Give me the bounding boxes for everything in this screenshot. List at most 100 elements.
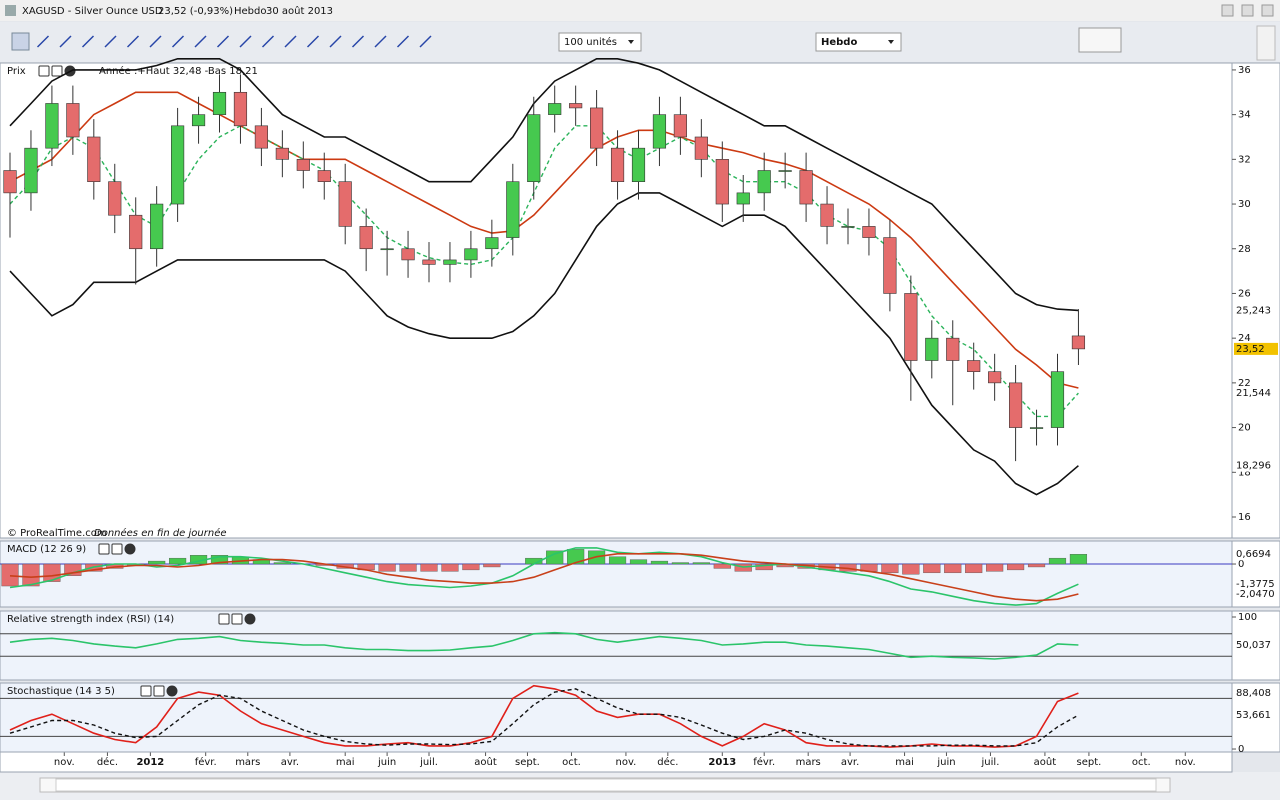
x-tick-label: juil. (419, 757, 438, 768)
indicator-button[interactable] (1078, 27, 1122, 53)
last-value-label: -2,0470 (1236, 589, 1275, 600)
histogram-bar (902, 563, 920, 575)
panel-icon (98, 543, 110, 555)
tool-glyph (284, 35, 297, 48)
indicator-line (9, 553, 1079, 602)
panel-icon (51, 65, 63, 77)
candle-body (694, 136, 708, 160)
histogram-bar (755, 563, 773, 571)
histogram-bar (1069, 554, 1088, 565)
x-tick-label: sept. (1077, 757, 1102, 768)
scroll-thumb[interactable] (55, 778, 1157, 792)
y-tick-label: 24 (1238, 333, 1251, 344)
histogram-bar (273, 562, 291, 565)
histogram-bar (210, 555, 229, 565)
maximize[interactable] (1241, 4, 1254, 17)
last-value-label: -1,3775 (1236, 579, 1275, 590)
symbol: XAGUSD - Silver Ounce USD (22, 6, 163, 17)
price-axis (1231, 62, 1280, 539)
histogram-bar (923, 563, 941, 574)
candle-body (24, 147, 38, 194)
panel-icon (244, 613, 256, 625)
candle-body (506, 181, 520, 238)
x-tick-label: déc. (97, 756, 118, 768)
last-value-label: 21,544 (1236, 388, 1271, 399)
candle-body (590, 107, 604, 149)
last-value-label: 50,037 (1236, 640, 1271, 651)
tool-glyph (149, 35, 162, 48)
period: Hebdo (234, 6, 267, 17)
candle-body (338, 181, 352, 227)
panel (0, 610, 1233, 681)
panel-icon (166, 685, 178, 697)
quote: 23,52 (-0,93%) (158, 6, 233, 17)
candle-body (862, 226, 876, 238)
candle-body (631, 147, 646, 182)
panel-title: Prix (7, 66, 26, 77)
period-select[interactable] (815, 32, 902, 52)
x-tick-label: juin (377, 757, 396, 768)
x-tick-label: juil. (981, 757, 1000, 768)
panel (0, 540, 1233, 608)
histogram-bar (692, 562, 710, 565)
last-value-label: 18,296 (1236, 461, 1271, 472)
histogram-bar (671, 562, 689, 565)
histogram-bar (608, 556, 627, 565)
units-label: 100 unités (564, 36, 617, 48)
candle-body (673, 114, 687, 138)
histogram-bar (1007, 563, 1025, 571)
side-button[interactable] (1256, 25, 1276, 61)
y-tick-label: 28 (1238, 244, 1251, 255)
candle-body (380, 248, 394, 251)
histogram-bar (1048, 557, 1067, 565)
candle-body (569, 103, 583, 109)
toolbar-tools (11, 32, 432, 51)
title-bar (0, 0, 1280, 21)
minimize[interactable] (1221, 4, 1234, 17)
tool-glyph (374, 35, 387, 48)
histogram-bar (441, 563, 459, 572)
candle-body (233, 91, 248, 127)
x-tick-label: avr. (281, 757, 299, 768)
histogram-bar (713, 563, 731, 569)
tool-glyph (239, 35, 252, 48)
candle-body (883, 237, 897, 294)
tool-glyph (59, 35, 72, 48)
candle-body (799, 170, 813, 205)
candle-body (652, 114, 667, 149)
histogram-bar (483, 563, 501, 568)
candle-body (715, 159, 729, 205)
candle-body (610, 147, 625, 182)
last-value-badge (1234, 687, 1278, 700)
last-value-badge (1234, 387, 1278, 400)
x-tick-label: 2013 (708, 757, 736, 768)
x-tick-label: juin (936, 757, 955, 768)
tool-glyph (306, 35, 320, 48)
histogram-bar (881, 563, 899, 574)
indicator-line (9, 631, 1079, 660)
candle-body (171, 125, 185, 205)
last-value-label: 23,52 (1236, 344, 1265, 355)
last-value-badge (1234, 588, 1278, 601)
y-tick-label: 34 (1238, 110, 1251, 121)
candle-body (548, 103, 562, 115)
units-select[interactable] (558, 32, 642, 52)
date: 30 août 2013 (266, 5, 333, 17)
x-tick-label: nov. (54, 757, 75, 768)
histogram-bar (567, 549, 585, 565)
candle-body (967, 360, 981, 372)
candle-body (87, 136, 101, 182)
candle-body (45, 103, 59, 149)
close[interactable] (1261, 4, 1274, 17)
candle-body (191, 114, 206, 127)
y-tick-label: 16 (1238, 512, 1251, 523)
candle-body (778, 170, 792, 172)
app-icon (5, 5, 16, 16)
candle-body (841, 226, 855, 228)
last-value-label: 0,6694 (1236, 549, 1271, 560)
candle-body (1071, 335, 1086, 350)
panel-title: Relative strength index (RSI) (14) (7, 614, 174, 625)
tool-glyph (194, 35, 207, 48)
candle-body (317, 170, 331, 182)
x-tick-label: mars (235, 757, 260, 768)
